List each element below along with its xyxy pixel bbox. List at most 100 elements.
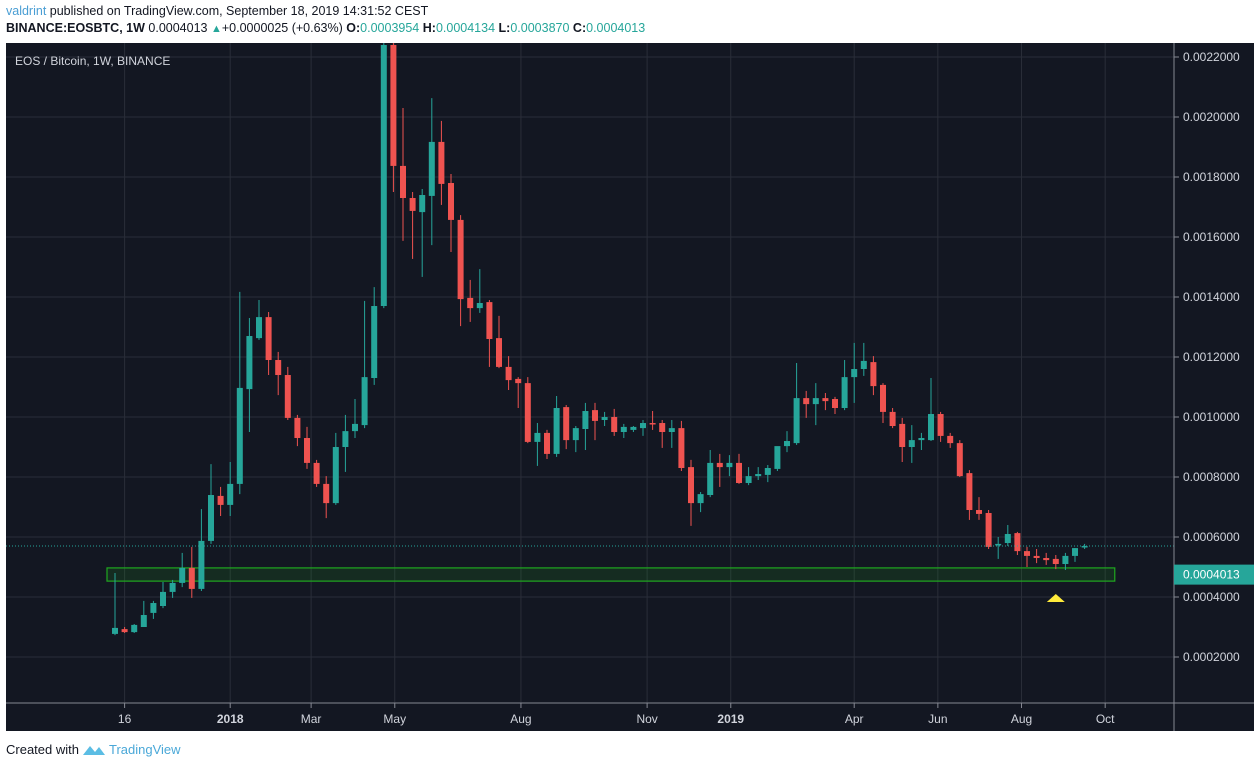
- candle-down[interactable]: [803, 390, 810, 418]
- candle-up[interactable]: [419, 189, 426, 277]
- candle-down[interactable]: [1024, 546, 1030, 568]
- candle-down[interactable]: [822, 393, 829, 411]
- candle-up[interactable]: [1072, 548, 1078, 562]
- candle-down[interactable]: [611, 408, 618, 436]
- candle-down[interactable]: [947, 432, 954, 448]
- candle-up[interactable]: [928, 378, 934, 442]
- candle-up[interactable]: [236, 291, 243, 495]
- candle-down[interactable]: [323, 476, 330, 519]
- candle-down[interactable]: [985, 510, 992, 550]
- candle-down[interactable]: [592, 402, 598, 441]
- candle-up[interactable]: [995, 537, 1002, 559]
- candle-up[interactable]: [361, 300, 368, 429]
- candle-down[interactable]: [496, 315, 502, 369]
- candle-down[interactable]: [188, 546, 195, 598]
- candle-down[interactable]: [294, 414, 301, 447]
- candle-down[interactable]: [832, 396, 838, 415]
- candle-down[interactable]: [966, 470, 973, 520]
- candle-up[interactable]: [534, 423, 541, 466]
- candle-down[interactable]: [1033, 549, 1040, 564]
- candle-up[interactable]: [755, 467, 762, 481]
- candle-up[interactable]: [860, 342, 867, 376]
- candle-down[interactable]: [889, 408, 896, 429]
- candle-down[interactable]: [899, 417, 906, 463]
- candle-up[interactable]: [131, 624, 138, 634]
- candle-up[interactable]: [112, 573, 118, 636]
- candle-up[interactable]: [640, 420, 646, 436]
- candle-down[interactable]: [563, 405, 570, 450]
- candle-up[interactable]: [630, 426, 637, 433]
- candle-down[interactable]: [659, 420, 666, 448]
- candle-up[interactable]: [476, 269, 483, 313]
- candle-down[interactable]: [678, 420, 685, 472]
- candle-down[interactable]: [544, 429, 550, 460]
- candle-down[interactable]: [313, 459, 320, 487]
- candlestick-chart[interactable]: 0.0002000 0.0004000 0.0006000 0.0008000 0.00…: [6, 43, 1254, 731]
- candle-down[interactable]: [524, 377, 531, 444]
- candle-down[interactable]: [400, 108, 406, 241]
- candle-down[interactable]: [515, 377, 522, 409]
- candle-up[interactable]: [1004, 525, 1011, 547]
- candle-down[interactable]: [265, 312, 272, 376]
- candle-down[interactable]: [275, 351, 282, 396]
- candle-down[interactable]: [649, 411, 656, 430]
- candle-up[interactable]: [764, 465, 771, 483]
- candle-down[interactable]: [390, 43, 397, 193]
- candle-up[interactable]: [582, 402, 589, 451]
- candle-up[interactable]: [601, 411, 608, 427]
- candle-down[interactable]: [409, 192, 416, 259]
- candle-down[interactable]: [438, 120, 445, 205]
- candle-down[interactable]: [716, 453, 723, 487]
- tradingview-link[interactable]: TradingView: [108, 742, 181, 757]
- candle-down[interactable]: [937, 411, 944, 442]
- candle-up[interactable]: [371, 287, 378, 385]
- candle-down[interactable]: [284, 366, 291, 421]
- candle-down[interactable]: [1043, 552, 1050, 565]
- candle-up[interactable]: [851, 342, 858, 403]
- candle-up[interactable]: [918, 432, 925, 451]
- candle-up[interactable]: [774, 446, 781, 472]
- candle-up[interactable]: [572, 426, 579, 453]
- candle-up[interactable]: [256, 300, 262, 340]
- candle-down[interactable]: [880, 383, 886, 424]
- candle-up[interactable]: [332, 432, 339, 505]
- candle-up[interactable]: [784, 431, 790, 453]
- candle-up[interactable]: [150, 600, 157, 619]
- candle-down[interactable]: [688, 459, 694, 526]
- candle-down[interactable]: [870, 356, 877, 396]
- candle-down[interactable]: [121, 627, 128, 634]
- candle-up[interactable]: [179, 552, 186, 588]
- candle-up[interactable]: [697, 492, 704, 513]
- candle-down[interactable]: [448, 174, 454, 253]
- candle-down[interactable]: [736, 453, 742, 484]
- candle-down[interactable]: [304, 426, 310, 469]
- candle-up[interactable]: [246, 318, 253, 433]
- candle-up[interactable]: [793, 363, 800, 445]
- candle-up[interactable]: [169, 579, 176, 598]
- candle-up[interactable]: [908, 425, 915, 463]
- candle-down[interactable]: [956, 440, 963, 478]
- candle-up[interactable]: [198, 509, 205, 592]
- candle-down[interactable]: [976, 497, 982, 520]
- candle-up[interactable]: [620, 423, 627, 439]
- candle-down[interactable]: [217, 486, 224, 517]
- candle-down[interactable]: [457, 215, 464, 327]
- candle-down[interactable]: [1014, 531, 1021, 556]
- candle-up[interactable]: [160, 582, 166, 609]
- candle-up[interactable]: [745, 467, 752, 486]
- candle-up[interactable]: [140, 600, 147, 628]
- candle-up[interactable]: [841, 360, 848, 411]
- candle-up[interactable]: [1062, 552, 1069, 571]
- candle-up[interactable]: [380, 43, 387, 309]
- candle-down[interactable]: [486, 300, 493, 367]
- candle-up[interactable]: [227, 462, 234, 517]
- candle-up[interactable]: [208, 464, 214, 544]
- candle-up[interactable]: [352, 399, 358, 439]
- candle-up[interactable]: [553, 396, 560, 457]
- candle-down[interactable]: [467, 279, 474, 322]
- candle-up[interactable]: [428, 98, 435, 246]
- candle-up[interactable]: [707, 450, 714, 498]
- candle-up[interactable]: [342, 414, 349, 472]
- candle-up[interactable]: [1081, 543, 1088, 550]
- candle-down[interactable]: [1052, 555, 1059, 570]
